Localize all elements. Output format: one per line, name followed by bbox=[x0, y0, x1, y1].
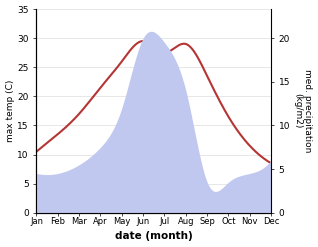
Y-axis label: med. precipitation
(kg/m2): med. precipitation (kg/m2) bbox=[293, 69, 313, 153]
Y-axis label: max temp (C): max temp (C) bbox=[5, 80, 15, 142]
X-axis label: date (month): date (month) bbox=[115, 231, 193, 242]
